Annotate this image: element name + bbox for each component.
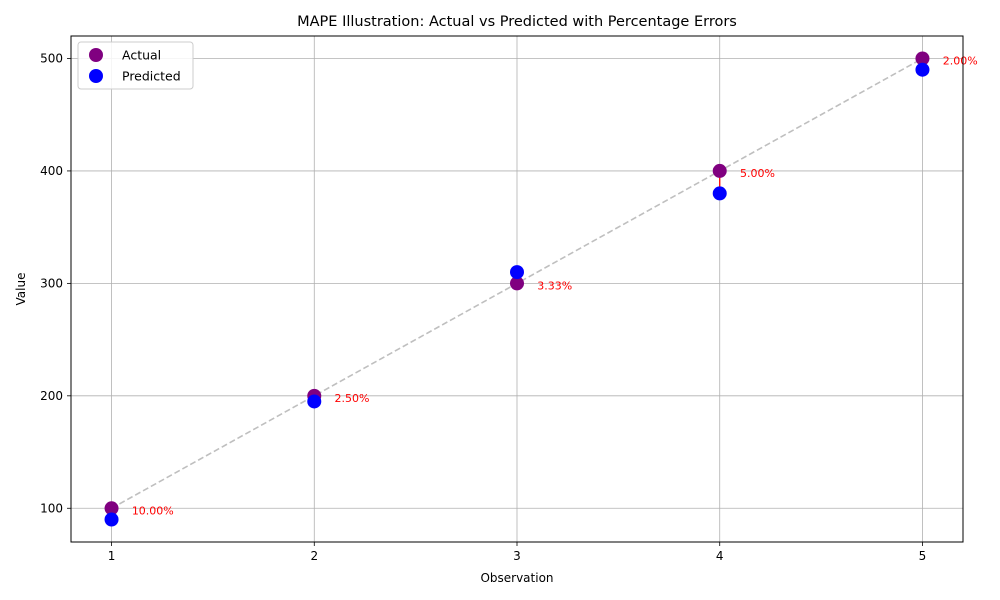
predicted-point [712,186,727,201]
grid-lines [71,36,963,542]
predicted-point [915,62,930,77]
error-annotation: 2.00% [943,54,978,67]
predicted-point [104,512,119,527]
y-axis-label: Value [14,273,28,306]
y-tick-label: 200 [40,389,63,403]
x-tick-label: 1 [108,549,116,563]
legend-marker [89,48,103,62]
y-tick-label: 400 [40,164,63,178]
error-annotation: 10.00% [132,504,174,517]
y-tick-label: 500 [40,51,63,65]
error-annotation: 2.50% [335,392,370,405]
predicted-point [307,394,322,409]
legend-marker [89,69,103,83]
error-annotation: 5.00% [740,167,775,180]
axis-ticks: 1 2 3 4 5 100 200 300 400 500 [40,51,926,563]
actual-point [712,163,727,178]
legend-label: Predicted [122,69,181,84]
legend: Actual Predicted [77,41,194,90]
x-tick-label: 2 [310,549,318,563]
predicted-point [510,265,524,280]
data-points [104,51,930,527]
error-annotation: 3.33% [537,279,572,292]
error-annotations: 10.00% 2.50% 3.33% 5.00% 2.00% [132,54,978,517]
actual-point [915,51,930,66]
actual-point [510,276,524,291]
legend-label: Actual [122,48,161,63]
actual-point [104,501,119,516]
x-tick-label: 3 [513,549,521,563]
x-tick-label: 4 [716,549,724,563]
legend-box [77,41,194,90]
chart-title: MAPE Illustration: Actual vs Predicted w… [297,14,737,30]
x-tick-label: 5 [919,549,927,563]
x-axis-label: Observation [480,571,553,585]
y-tick-label: 300 [40,276,63,290]
y-tick-label: 100 [40,501,63,515]
